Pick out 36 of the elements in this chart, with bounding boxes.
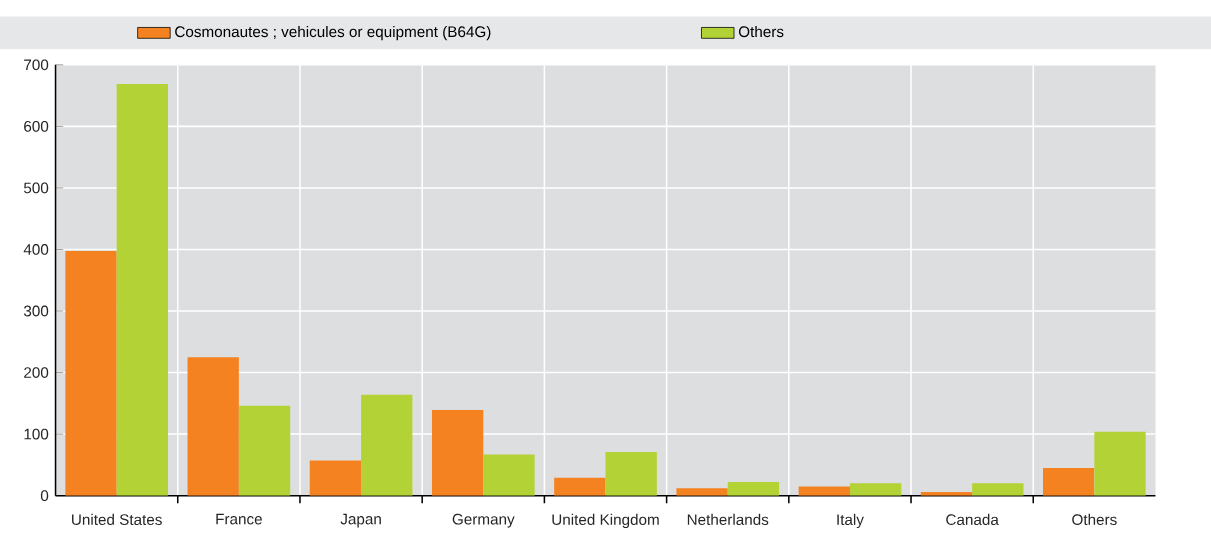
bar (116, 83, 168, 496)
legend-label: Others (738, 25, 784, 37)
bar (483, 454, 535, 496)
bar (431, 409, 484, 496)
bar (972, 483, 1024, 496)
y-tick-label: 700 (24, 59, 49, 71)
y-tick-label: 200 (24, 366, 49, 378)
x-tick-label: France (216, 513, 262, 525)
bar (309, 460, 362, 496)
bar (727, 481, 780, 496)
bar (1094, 431, 1146, 496)
legend-label: Cosmonautes ; vehicules or equipment (B64G) (175, 25, 491, 40)
x-tick-label: Canada (946, 513, 999, 525)
bar (554, 477, 606, 496)
y-tick-label: 600 (24, 120, 49, 132)
bar (65, 250, 117, 496)
y-tick-label: 0 (40, 490, 49, 501)
y-tick-label: 100 (24, 428, 49, 440)
x-tick-label: United Kingdom (552, 513, 659, 528)
x-tick-label: Netherlands (687, 513, 769, 525)
y-tick-label: 400 (23, 243, 49, 255)
bar (187, 356, 239, 496)
bar (798, 486, 850, 496)
x-tick-label: Germany (452, 513, 515, 528)
y-tick-label: 300 (23, 305, 49, 317)
bar (605, 451, 657, 496)
bar (1043, 467, 1095, 496)
bar (361, 394, 413, 496)
y-tick-label: 500 (23, 182, 49, 194)
x-tick-label: United States (72, 513, 162, 525)
x-tick-label: Japan (340, 513, 381, 528)
bar (849, 483, 902, 496)
x-tick-label: Others (1072, 513, 1117, 525)
x-tick-label: Italy (837, 513, 864, 528)
bar (676, 488, 728, 496)
bar (238, 405, 291, 496)
